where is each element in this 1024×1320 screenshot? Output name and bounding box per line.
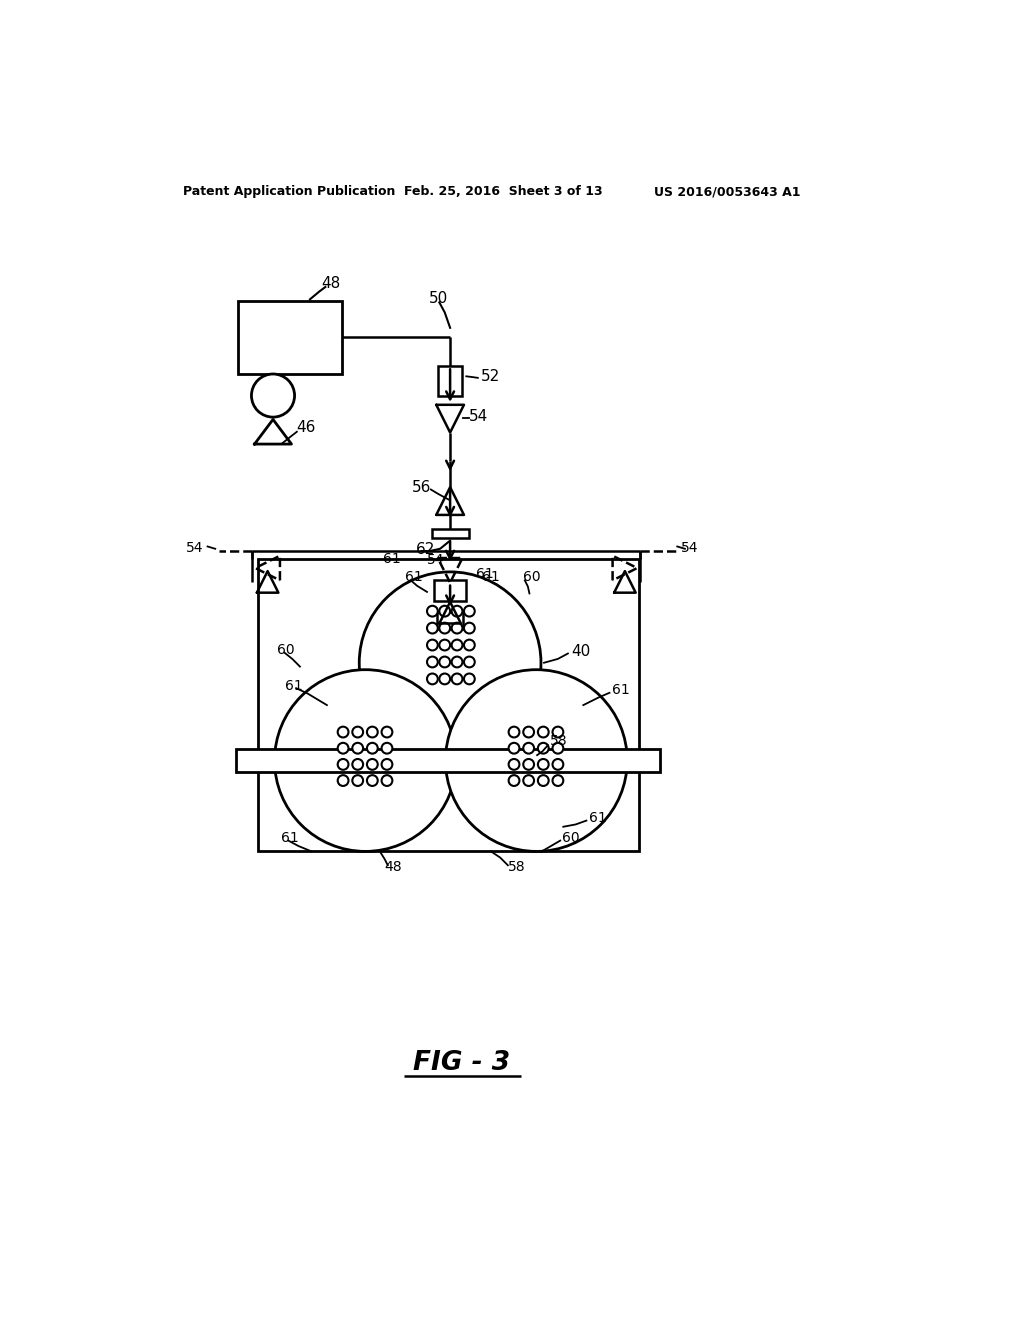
Circle shape <box>538 775 549 785</box>
Circle shape <box>538 759 549 770</box>
Circle shape <box>439 656 451 668</box>
Bar <box>239 301 342 374</box>
Circle shape <box>439 623 451 634</box>
Circle shape <box>452 606 463 616</box>
Circle shape <box>252 374 295 417</box>
Text: FIG - 3: FIG - 3 <box>413 1051 510 1076</box>
Circle shape <box>452 623 463 634</box>
Circle shape <box>464 673 475 684</box>
Text: 54: 54 <box>427 553 444 568</box>
Circle shape <box>509 726 519 738</box>
Circle shape <box>523 775 535 785</box>
Circle shape <box>523 743 535 754</box>
Text: 56: 56 <box>412 480 431 495</box>
Circle shape <box>464 606 475 616</box>
Circle shape <box>367 759 378 770</box>
Circle shape <box>509 775 519 785</box>
Circle shape <box>553 775 563 785</box>
Circle shape <box>452 656 463 668</box>
Bar <box>434 579 466 601</box>
Text: 61: 61 <box>406 569 423 583</box>
Circle shape <box>538 726 549 738</box>
Circle shape <box>553 759 563 770</box>
Circle shape <box>439 606 451 616</box>
Text: 60: 60 <box>562 830 580 845</box>
Text: 61: 61 <box>589 812 606 825</box>
Circle shape <box>553 743 563 754</box>
Bar <box>438 367 463 396</box>
Circle shape <box>464 656 475 668</box>
Bar <box>437 612 463 628</box>
Circle shape <box>338 743 348 754</box>
Circle shape <box>338 759 348 770</box>
Circle shape <box>509 759 519 770</box>
Circle shape <box>352 743 364 754</box>
Text: 54: 54 <box>681 541 698 554</box>
Circle shape <box>439 640 451 651</box>
Circle shape <box>464 623 475 634</box>
Circle shape <box>464 640 475 651</box>
Circle shape <box>382 775 392 785</box>
Text: 48: 48 <box>385 859 402 874</box>
Text: 60: 60 <box>276 643 295 656</box>
Circle shape <box>445 669 628 851</box>
Circle shape <box>427 640 438 651</box>
Bar <box>258 558 639 851</box>
Text: Feb. 25, 2016  Sheet 3 of 13: Feb. 25, 2016 Sheet 3 of 13 <box>403 185 602 198</box>
Circle shape <box>367 743 378 754</box>
Circle shape <box>338 775 348 785</box>
Circle shape <box>452 640 463 651</box>
Circle shape <box>538 743 549 754</box>
Text: 54: 54 <box>186 541 204 554</box>
Text: 61: 61 <box>475 568 494 581</box>
Text: 52: 52 <box>481 368 500 384</box>
Circle shape <box>338 726 348 738</box>
Circle shape <box>427 673 438 684</box>
Bar <box>432 529 469 539</box>
Text: 50: 50 <box>429 290 449 306</box>
Circle shape <box>553 726 563 738</box>
Text: 61: 61 <box>611 682 630 697</box>
Text: 61: 61 <box>383 552 400 566</box>
Text: US 2016/0053643 A1: US 2016/0053643 A1 <box>654 185 801 198</box>
Circle shape <box>439 673 451 684</box>
Circle shape <box>523 726 535 738</box>
Circle shape <box>523 759 535 770</box>
Circle shape <box>352 759 364 770</box>
Text: 61: 61 <box>285 678 302 693</box>
Text: Patent Application Publication: Patent Application Publication <box>183 185 395 198</box>
Circle shape <box>427 656 438 668</box>
Circle shape <box>427 606 438 616</box>
Text: 61: 61 <box>281 830 298 845</box>
Circle shape <box>352 775 364 785</box>
Circle shape <box>427 623 438 634</box>
Circle shape <box>382 743 392 754</box>
Circle shape <box>509 743 519 754</box>
Circle shape <box>452 673 463 684</box>
Circle shape <box>352 726 364 738</box>
Text: 58: 58 <box>550 734 568 748</box>
Circle shape <box>382 726 392 738</box>
Text: 61: 61 <box>481 569 500 583</box>
Circle shape <box>274 669 457 851</box>
Text: 46: 46 <box>296 420 315 436</box>
Text: 48: 48 <box>321 276 340 290</box>
Circle shape <box>367 726 378 738</box>
Text: 54: 54 <box>469 409 488 424</box>
Circle shape <box>382 759 392 770</box>
Circle shape <box>367 775 378 785</box>
Text: 58: 58 <box>508 859 525 874</box>
Text: 60: 60 <box>523 569 541 583</box>
Bar <box>237 748 660 772</box>
Text: 62: 62 <box>416 543 435 557</box>
Text: 40: 40 <box>571 644 590 659</box>
Circle shape <box>359 572 541 754</box>
